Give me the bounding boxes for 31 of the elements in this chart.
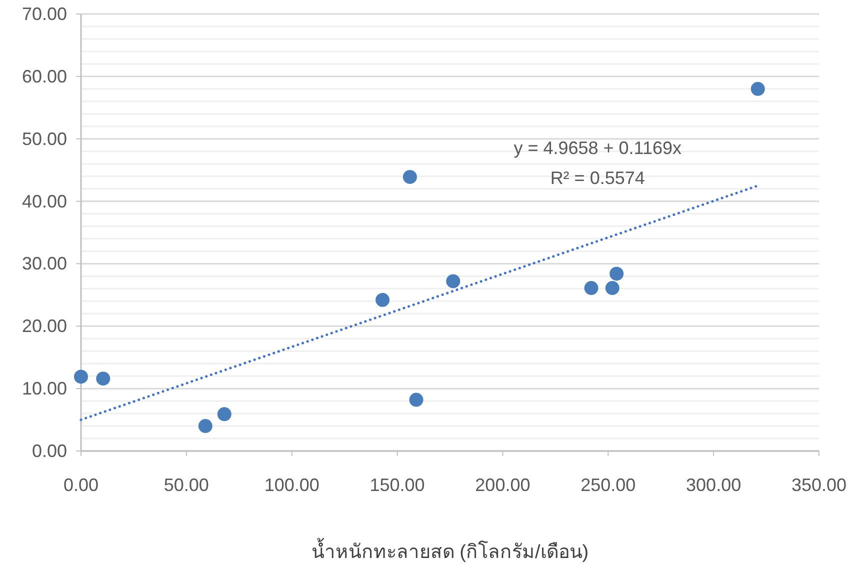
y-tick-label: 70.00 — [22, 4, 67, 24]
point — [217, 407, 232, 422]
y-tick-label: 40.00 — [22, 191, 67, 212]
point — [376, 292, 390, 307]
y-tick-label: 30.00 — [22, 254, 67, 274]
y-tick-label: 0.00 — [32, 441, 67, 461]
y-tick-label: 50.00 — [22, 128, 67, 149]
point — [605, 281, 620, 296]
point — [402, 170, 417, 184]
point — [74, 370, 88, 384]
point — [96, 372, 110, 386]
point — [610, 266, 624, 281]
point — [584, 281, 598, 296]
point — [198, 419, 212, 434]
x-tick-label: 250.00 — [580, 475, 636, 495]
x-tick-label: 150.00 — [370, 475, 425, 495]
annotation: y = 4.9658 + 0.1169x — [514, 138, 682, 158]
point — [446, 274, 460, 288]
x-tick-label: 350.00 — [791, 475, 847, 495]
point — [750, 82, 765, 96]
y-tick-label: 10.00 — [22, 378, 67, 399]
x-axis-title: น้ำหนักทะลายสด (กิโลกรัม/เดือน) — [311, 538, 589, 563]
x-tick-label: 0.00 — [63, 475, 99, 495]
x-tick-label: 300.00 — [686, 475, 742, 495]
x-tick-label: 100.00 — [264, 475, 320, 495]
annotation: R² = 0.5574 — [550, 168, 645, 188]
point — [409, 392, 424, 407]
x-tick-label: 200.00 — [475, 475, 530, 495]
y-tick-label: 60.00 — [22, 66, 67, 86]
y-tick-label: 20.00 — [22, 316, 67, 336]
x-tick-label: 50.00 — [164, 475, 209, 495]
